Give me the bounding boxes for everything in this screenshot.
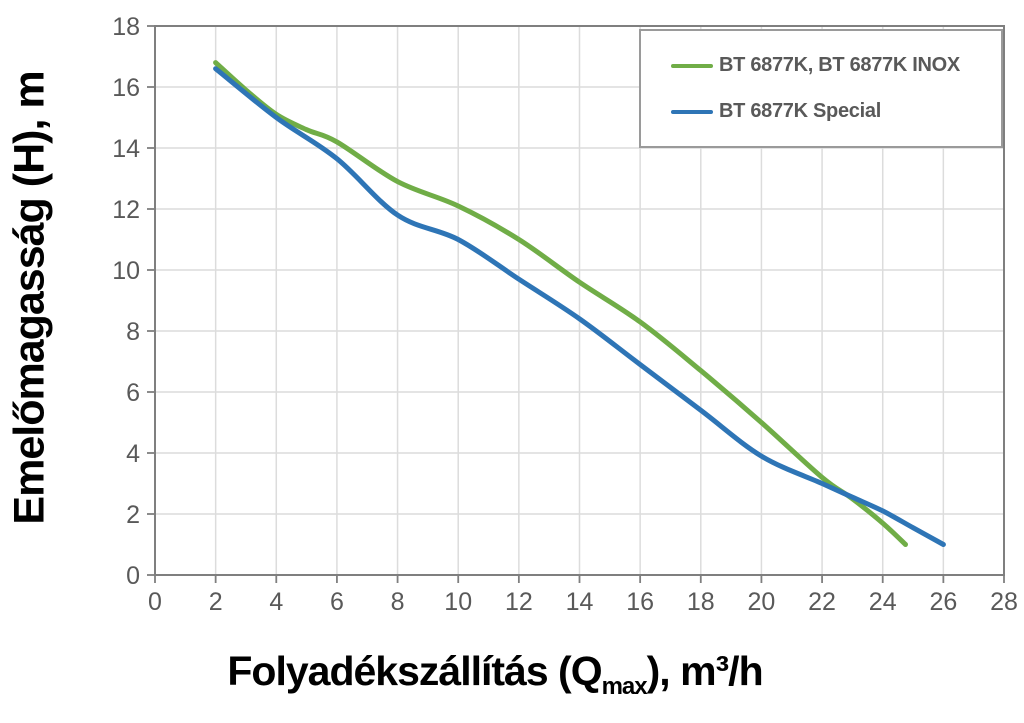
y-tick-label-14: 14 (112, 135, 140, 163)
y-tick-label-4: 4 (126, 440, 140, 468)
x-tick-label-8: 8 (391, 588, 405, 616)
x-axis-title: Folyadékszállítás (Qmax), m³/h (0, 648, 990, 699)
y-tick-label-12: 12 (112, 196, 140, 224)
x-tick-label-2: 2 (209, 588, 223, 616)
y-tick-label-8: 8 (126, 318, 140, 346)
series-2-line-swatch (671, 109, 713, 114)
x-tick-label-20: 20 (748, 588, 776, 616)
series-1-line-swatch (671, 63, 713, 68)
y-tick-label-6: 6 (126, 379, 140, 407)
x-tick-label-24: 24 (869, 588, 897, 616)
y-tick-label-10: 10 (112, 257, 140, 285)
x-tick-label-16: 16 (626, 588, 654, 616)
x-tick-label-6: 6 (330, 588, 344, 616)
x-tick-label-28: 28 (990, 588, 1018, 616)
x-tick-label-14: 14 (566, 588, 594, 616)
x-tick-label-12: 12 (505, 588, 533, 616)
y-tick-label-18: 18 (112, 13, 140, 41)
x-tick-label-22: 22 (808, 588, 836, 616)
y-tick-label-16: 16 (112, 74, 140, 102)
legend-entry-bt6877k-inox: BT 6877K, BT 6877K INOX (671, 54, 1001, 77)
y-tick-label-2: 2 (126, 501, 140, 529)
x-axis-title-suffix: ), m³/h (646, 648, 764, 694)
legend-entry-bt6877k-special: BT 6877K Special (671, 100, 1001, 123)
y-tick-label-0: 0 (126, 562, 140, 590)
x-tick-label-18: 18 (687, 588, 715, 616)
series-2-label: BT 6877K Special (719, 100, 881, 122)
x-tick-label-10: 10 (444, 588, 472, 616)
series-1-label: BT 6877K, BT 6877K INOX (719, 54, 960, 76)
x-axis-title-subscript: max (601, 673, 648, 701)
legend: BT 6877K, BT 6877K INOX BT 6877K Special (639, 29, 1003, 148)
x-tick-label-0: 0 (148, 588, 162, 616)
x-tick-label-4: 4 (269, 588, 283, 616)
series-curve-2 (213, 66, 946, 547)
x-tick-label-26: 26 (929, 588, 957, 616)
x-axis-title-prefix: Folyadékszállítás (Q (227, 648, 602, 694)
